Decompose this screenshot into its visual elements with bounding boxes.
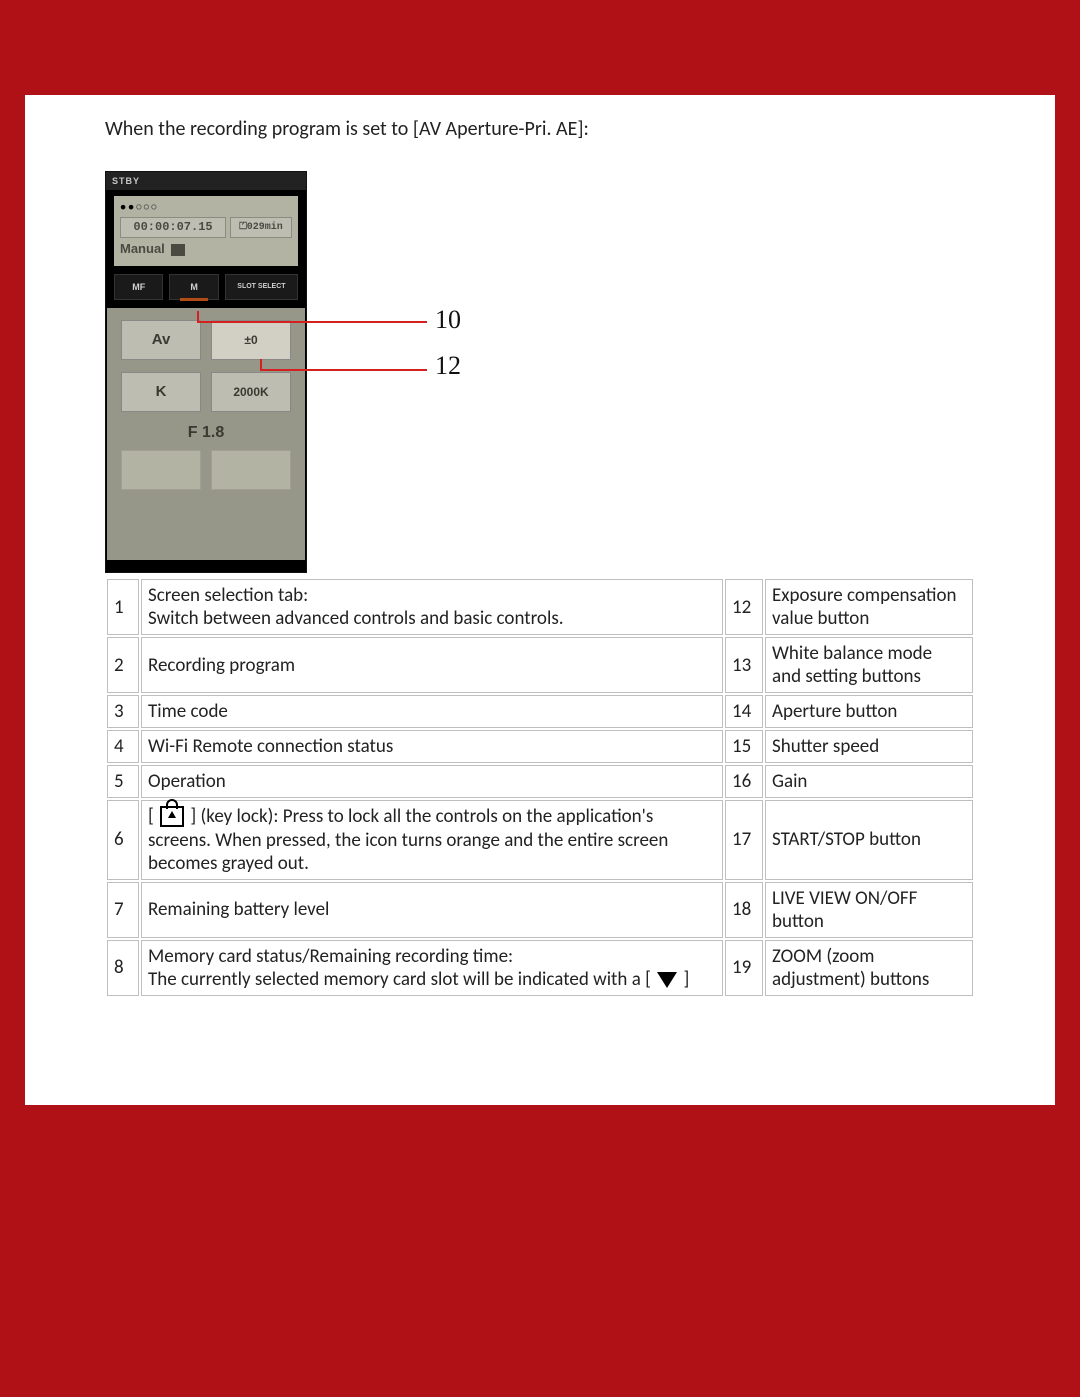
row-text-right: Shutter speed bbox=[765, 730, 973, 763]
row-num-left: 1 bbox=[107, 579, 139, 635]
row-num-left: 3 bbox=[107, 695, 139, 728]
wb-value-button[interactable]: 2000K bbox=[211, 372, 291, 412]
row-text-left: Remaining battery level bbox=[141, 882, 723, 938]
mf-button[interactable]: MF bbox=[114, 274, 163, 300]
row-num-left: 6 bbox=[107, 800, 139, 880]
row-num-right: 17 bbox=[725, 800, 763, 880]
m-button[interactable]: M bbox=[169, 274, 218, 300]
row-text-left: Operation bbox=[141, 765, 723, 798]
callout-line-10 bbox=[197, 321, 427, 323]
row-num-right: 12 bbox=[725, 579, 763, 635]
callout-label-10: 10 bbox=[435, 307, 461, 333]
lock-icon bbox=[160, 806, 184, 827]
aperture-display: F 1.8 bbox=[107, 418, 305, 444]
av-button[interactable]: Av bbox=[121, 320, 201, 360]
row-num-right: 16 bbox=[725, 765, 763, 798]
remote-figure: STBY ●●○○○ 00:00:07.15 ⏍029min Manual MF… bbox=[105, 171, 465, 571]
row-text-right: White balance modeand setting buttons bbox=[765, 637, 973, 693]
legend-table: 1Screen selection tab:Switch between adv… bbox=[105, 577, 975, 998]
row-num-left: 2 bbox=[107, 637, 139, 693]
row-text-left: [ ] (key lock): Press to lock all the co… bbox=[141, 800, 723, 880]
row-text-left: Time code bbox=[141, 695, 723, 728]
row-num-right: 18 bbox=[725, 882, 763, 938]
manual-page: When the recording program is set to [AV… bbox=[25, 95, 1055, 1105]
mode-icon bbox=[171, 244, 185, 256]
row-text-right: LIVE VIEW ON/OFFbutton bbox=[765, 882, 973, 938]
empty-cell-1 bbox=[121, 450, 201, 490]
intro-text: When the recording program is set to [AV… bbox=[105, 117, 975, 141]
row-num-right: 13 bbox=[725, 637, 763, 693]
row-text-right: Exposure compensationvalue button bbox=[765, 579, 973, 635]
table-row: 1Screen selection tab:Switch between adv… bbox=[107, 579, 973, 635]
callout-line-12 bbox=[260, 369, 427, 371]
table-row: 2Recording program13White balance modean… bbox=[107, 637, 973, 693]
row-text-left: Recording program bbox=[141, 637, 723, 693]
row-num-left: 5 bbox=[107, 765, 139, 798]
mode-row: Manual bbox=[120, 241, 292, 257]
remote-device: STBY ●●○○○ 00:00:07.15 ⏍029min Manual MF… bbox=[105, 171, 307, 573]
row-num-right: 19 bbox=[725, 940, 763, 996]
table-row: 3Time code14Aperture button bbox=[107, 695, 973, 728]
down-triangle-icon bbox=[657, 972, 677, 988]
table-row: 6[ ] (key lock): Press to lock all the c… bbox=[107, 800, 973, 880]
ev-button[interactable]: ±0 bbox=[211, 320, 291, 360]
row-num-left: 4 bbox=[107, 730, 139, 763]
row-text-left: Screen selection tab:Switch between adva… bbox=[141, 579, 723, 635]
row-text-left: Wi-Fi Remote connection status bbox=[141, 730, 723, 763]
table-row: 7Remaining battery level18LIVE VIEW ON/O… bbox=[107, 882, 973, 938]
row-text-right: START/STOP button bbox=[765, 800, 973, 880]
slot-select-button[interactable]: SLOT SELECT bbox=[225, 274, 298, 300]
status-panel: ●●○○○ 00:00:07.15 ⏍029min Manual bbox=[114, 196, 298, 266]
row-num-left: 7 bbox=[107, 882, 139, 938]
wb-mode-button[interactable]: K bbox=[121, 372, 201, 412]
row-num-right: 14 bbox=[725, 695, 763, 728]
row-num-left: 8 bbox=[107, 940, 139, 996]
wifi-dots: ●●○○○ bbox=[120, 200, 292, 213]
row-text-right: Aperture button bbox=[765, 695, 973, 728]
controls-lower: Av ±0 K 2000K F 1.8 bbox=[107, 308, 305, 560]
mode-label: Manual bbox=[120, 241, 165, 256]
legend-tbody: 1Screen selection tab:Switch between adv… bbox=[107, 579, 973, 996]
row-text-left: Memory card status/Remaining recording t… bbox=[141, 940, 723, 996]
row-text-right: Gain bbox=[765, 765, 973, 798]
empty-cell-2 bbox=[211, 450, 291, 490]
row-text-right: ZOOM (zoomadjustment) buttons bbox=[765, 940, 973, 996]
remote-header: STBY bbox=[106, 172, 306, 190]
row-num-right: 15 bbox=[725, 730, 763, 763]
table-row: 5Operation16Gain bbox=[107, 765, 973, 798]
legend-table-wrap: 1Screen selection tab:Switch between adv… bbox=[105, 577, 975, 998]
remaining-display: ⏍029min bbox=[230, 217, 292, 238]
callout-label-12: 12 bbox=[435, 353, 461, 379]
timecode-display: 00:00:07.15 bbox=[120, 217, 226, 238]
table-row: 4Wi-Fi Remote connection status15Shutter… bbox=[107, 730, 973, 763]
table-row: 8Memory card status/Remaining recording … bbox=[107, 940, 973, 996]
